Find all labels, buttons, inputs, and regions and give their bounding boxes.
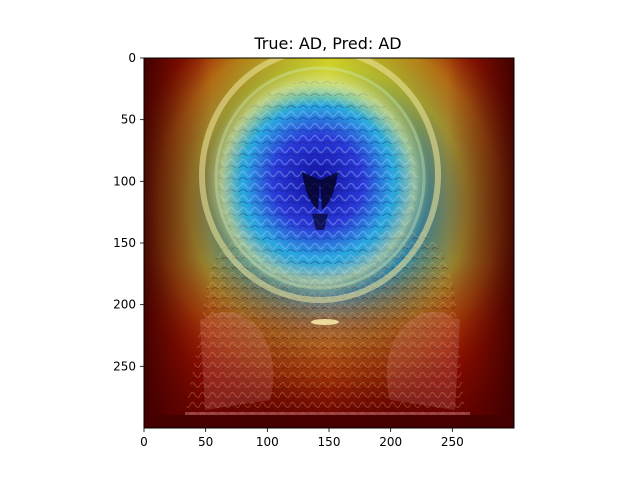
figure-title: True: AD, Pred: AD — [253, 34, 401, 53]
x-tick-label: 200 — [379, 435, 402, 449]
x-tick-label: 100 — [256, 435, 279, 449]
y-tick-label: 50 — [121, 113, 136, 127]
y-tick-label: 100 — [113, 174, 136, 188]
x-tick-label: 0 — [140, 435, 148, 449]
y-axis: 0 50 100 150 200 250 — [113, 51, 144, 373]
y-tick-label: 150 — [113, 236, 136, 250]
x-tick-label: 250 — [441, 435, 464, 449]
y-tick-label: 250 — [113, 359, 136, 373]
heatmap-image — [144, 58, 514, 428]
x-tick-label: 50 — [198, 435, 213, 449]
y-tick-label: 0 — [128, 51, 136, 65]
x-axis: 0 50 100 150 200 250 — [140, 428, 464, 449]
y-tick-label: 200 — [113, 298, 136, 312]
x-tick-label: 150 — [318, 435, 341, 449]
